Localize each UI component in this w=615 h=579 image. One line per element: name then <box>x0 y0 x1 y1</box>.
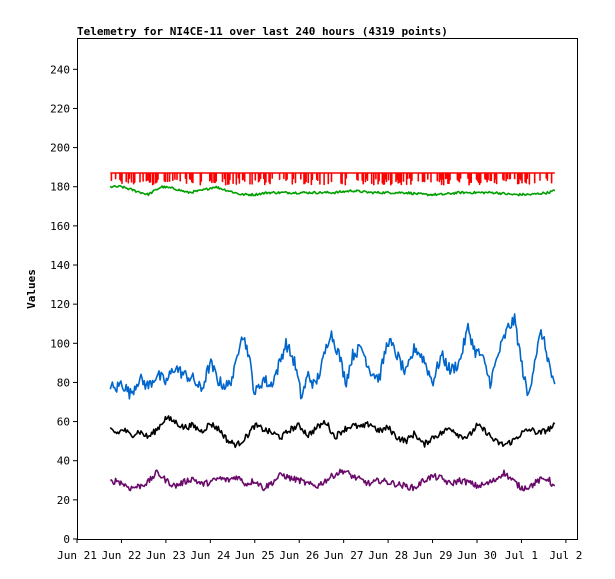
series-line-2 <box>109 313 556 400</box>
x-tick-label: Jun 25 <box>235 549 275 562</box>
y-tick-label: 20 <box>57 494 70 507</box>
x-tick-label: Jun 29 <box>413 549 453 562</box>
series-line-3 <box>109 415 556 449</box>
y-tick-label: 240 <box>50 63 70 76</box>
x-tick-label: Jun 27 <box>324 549 364 562</box>
x-tick-label: Jun 30 <box>457 549 497 562</box>
x-tick-label: Jun 21 <box>57 549 97 562</box>
x-tick-label: Jun 24 <box>190 549 230 562</box>
y-axis: 0 20 40 60 80 100 120 140 160 180 200 220 240 <box>50 63 77 546</box>
x-tick-label: Jun 23 <box>146 549 186 562</box>
x-axis: Jun 21 Jun 22 Jun 23 Jun 24 Jun 25 Jun 26 Jun … <box>57 539 582 562</box>
y-axis-label: Values <box>25 269 38 309</box>
series-layer <box>109 172 556 492</box>
x-tick-label: Jul 1 <box>505 549 538 562</box>
x-tick-label: Jun 22 <box>102 549 142 562</box>
plot-frame <box>77 38 578 540</box>
y-tick-label: 200 <box>50 142 70 155</box>
y-tick-label: 160 <box>50 220 70 233</box>
y-tick-label: 40 <box>57 455 70 468</box>
y-tick-label: 60 <box>57 416 70 429</box>
y-tick-label: 220 <box>50 102 70 115</box>
series-line-4 <box>109 468 556 492</box>
x-tick-label: Jun 26 <box>279 549 319 562</box>
series-line-0 <box>110 172 555 186</box>
y-tick-label: 80 <box>57 376 70 389</box>
series-line-1 <box>109 184 556 197</box>
x-tick-label: Jul 2 <box>549 549 582 562</box>
y-tick-label: 140 <box>50 259 70 272</box>
y-tick-label: 180 <box>50 181 70 194</box>
chart-title: Telemetry for NI4CE-11 over last 240 hou… <box>77 25 448 38</box>
x-tick-label: Jun 28 <box>368 549 408 562</box>
y-tick-label: 120 <box>50 298 70 311</box>
y-tick-label: 100 <box>50 337 70 350</box>
y-tick-label: 0 <box>63 533 70 546</box>
